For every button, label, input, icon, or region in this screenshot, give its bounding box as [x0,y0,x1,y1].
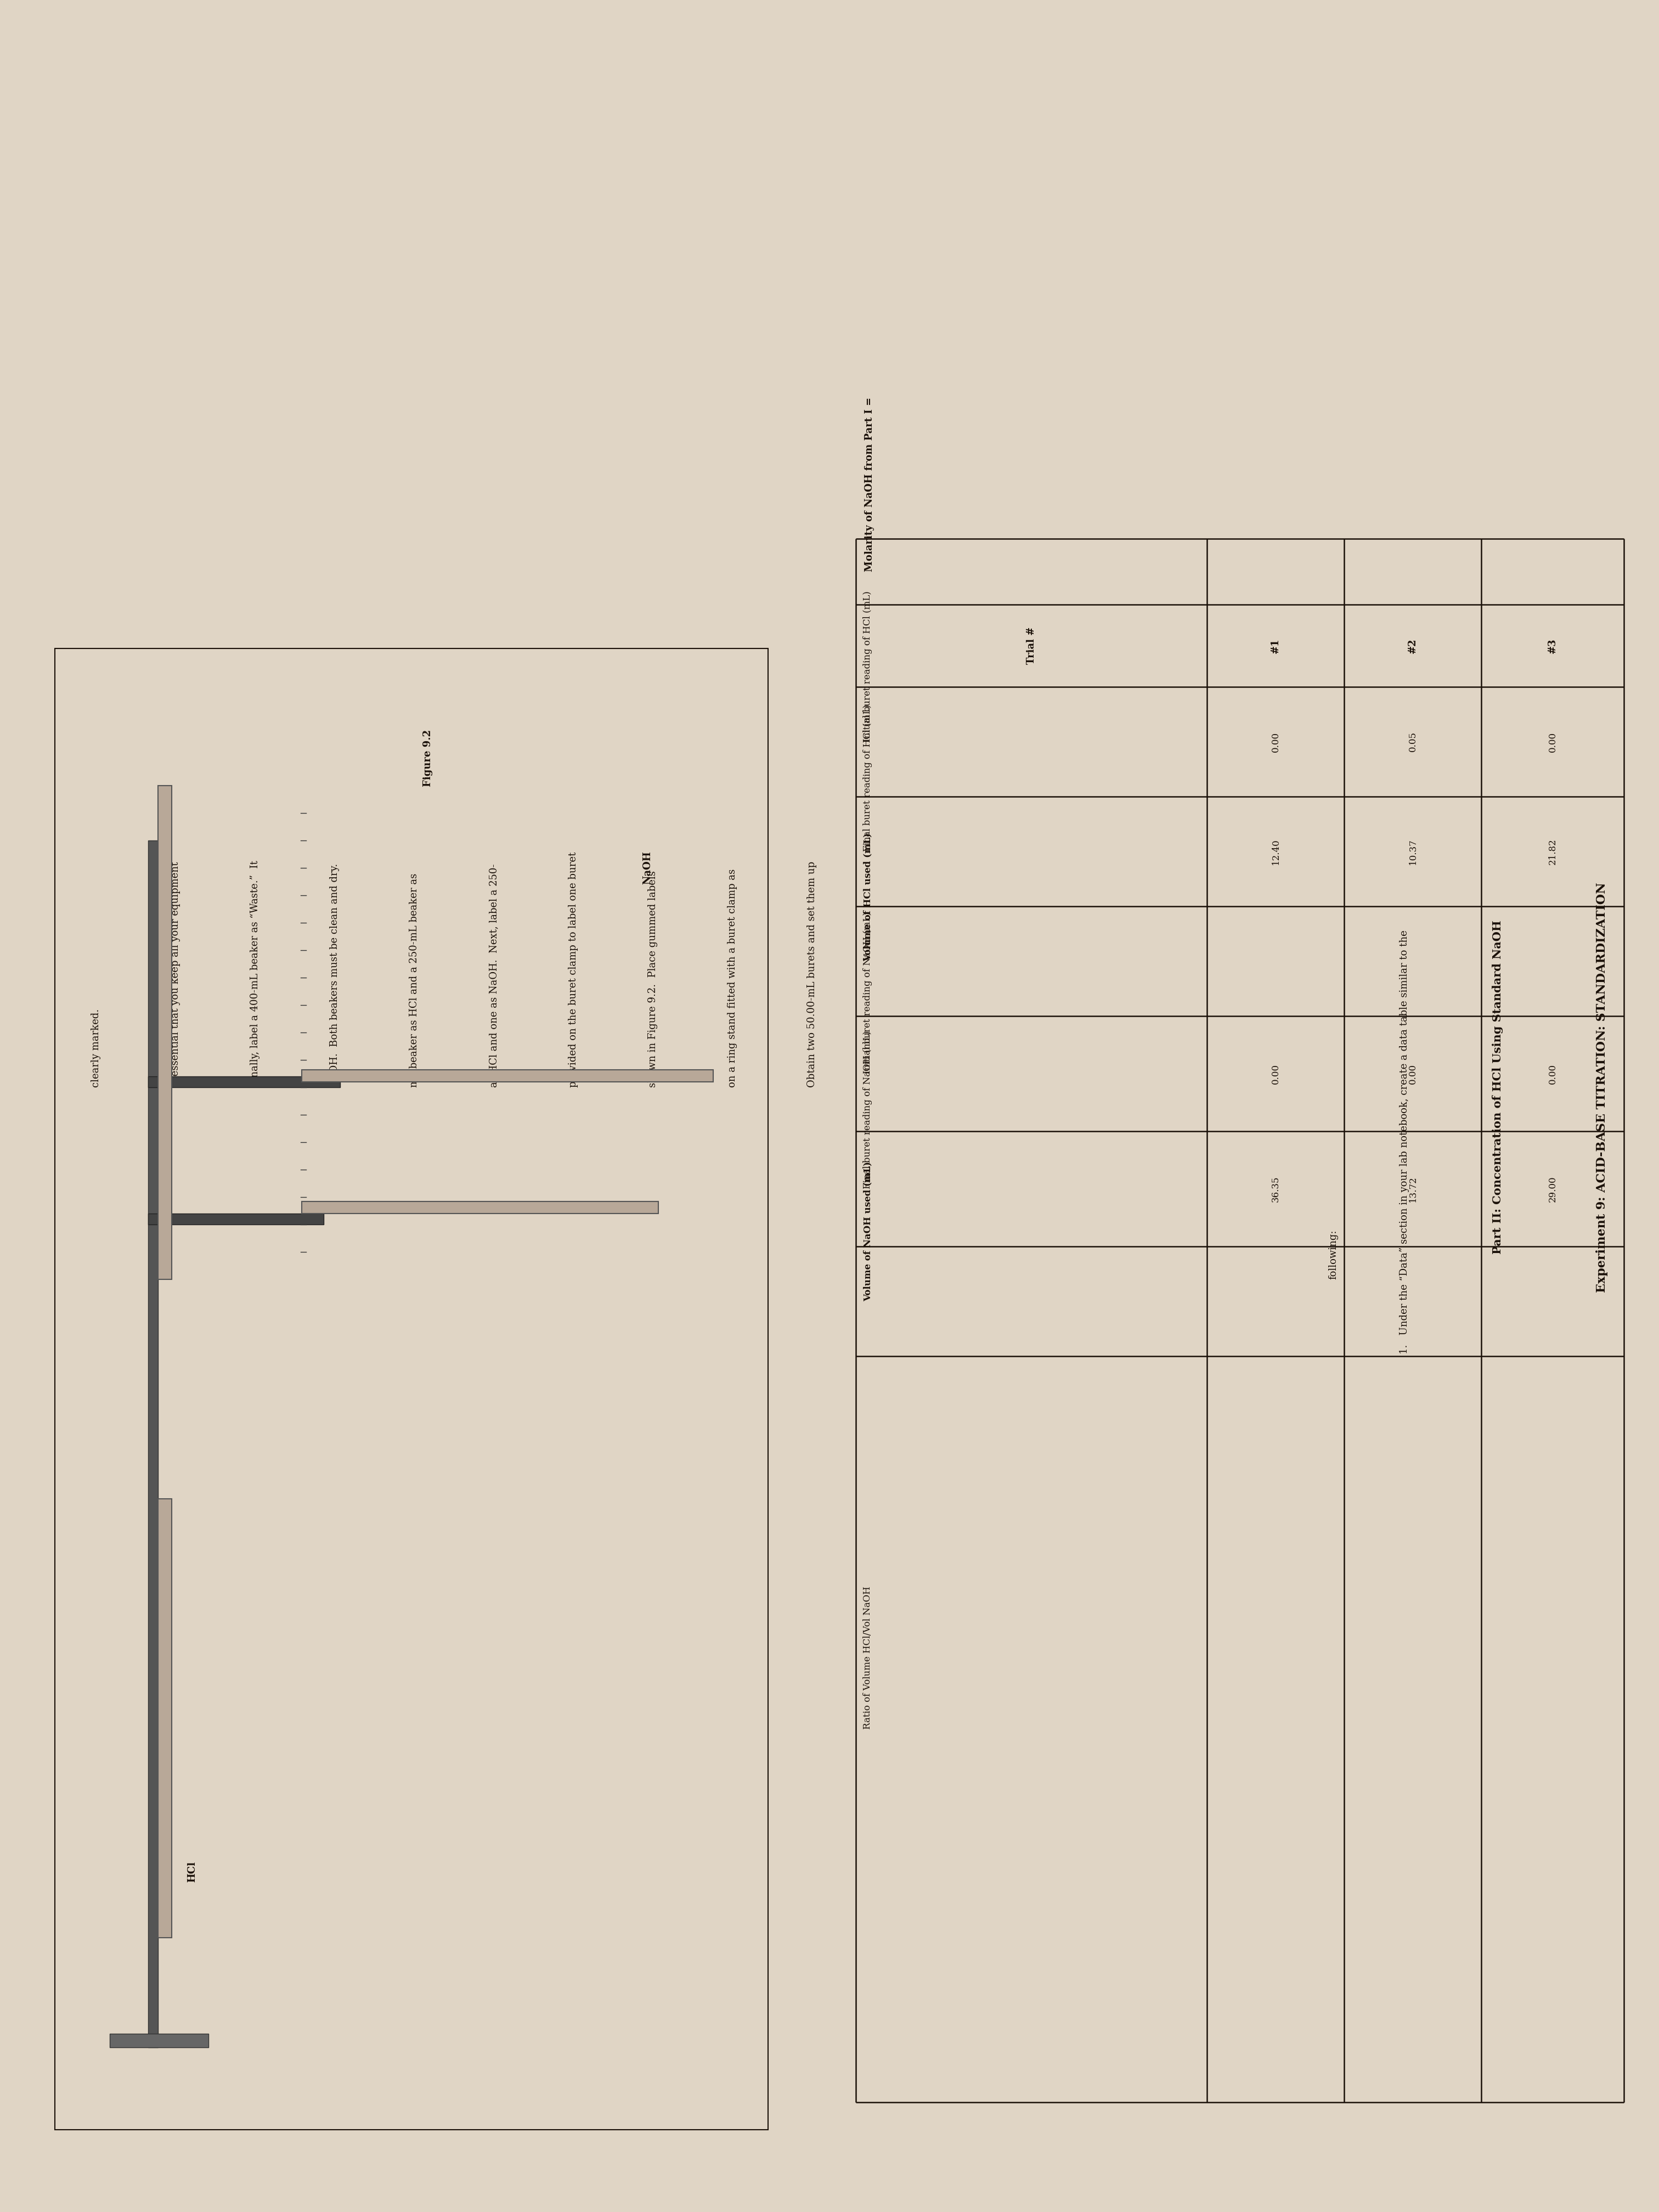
Text: as HCl and one as NaOH.  Next, label a 250-: as HCl and one as NaOH. Next, label a 25… [489,865,499,1088]
Text: #2: #2 [1408,637,1417,653]
Text: Part II: Concentration of HCl Using Standard NaOH: Part II: Concentration of HCl Using Stan… [1491,920,1503,1254]
Text: NaOH: NaOH [642,852,652,885]
Text: Finally, label a 400-mL beaker as “Waste.”  It: Finally, label a 400-mL beaker as “Waste… [251,860,260,1088]
Text: 0.05: 0.05 [1408,732,1417,752]
Bar [158,785,173,1279]
Text: 1.   Under the “Data” section in your lab notebook, create a data table similar : 1. Under the “Data” section in your lab … [1400,931,1410,1354]
Text: #3: #3 [1548,637,1558,653]
Text: 12.40: 12.40 [1271,838,1281,865]
Bar [302,1201,659,1214]
Text: #1: #1 [1271,637,1281,653]
Bar [55,648,768,2130]
Text: provided on the buret clamp to label one buret: provided on the buret clamp to label one… [569,852,579,1088]
Text: Initial buret reading of HCl (mL): Initial buret reading of HCl (mL) [863,591,873,741]
Text: Molarity of NaOH from Part I =: Molarity of NaOH from Part I = [864,398,874,571]
Text: 0.00: 0.00 [1271,1064,1281,1084]
Bar [302,1071,713,1082]
Text: Volume of HCl used (mL): Volume of HCl used (mL) [863,832,873,962]
Bar [148,1214,324,1225]
Text: 36.35: 36.35 [1271,1177,1281,1201]
Text: on a ring stand fitted with a buret clamp as: on a ring stand fitted with a buret clam… [727,869,737,1088]
Text: Final buret reading of HCl (mL): Final buret reading of HCl (mL) [863,703,873,852]
Bar [148,1077,340,1088]
Text: Trial #: Trial # [1027,626,1037,664]
Bar [148,841,158,2048]
Text: following:: following: [1329,1230,1339,1279]
Text: 13.72: 13.72 [1408,1177,1417,1201]
Bar [109,2033,209,2048]
Text: Ratio of Volume HCl/Vol NaOH: Ratio of Volume HCl/Vol NaOH [863,1586,873,1730]
Text: shown in Figure 9.2.  Place gummed labels: shown in Figure 9.2. Place gummed labels [649,872,657,1088]
Text: 0.00: 0.00 [1548,1064,1558,1084]
Text: is essential that you keep all your equipment: is essential that you keep all your equi… [171,863,181,1088]
Text: Experiment 9: ACID-BASE TITRATION: STANDARDIZATION: Experiment 9: ACID-BASE TITRATION: STAND… [1596,883,1608,1292]
Text: NaOH.  Both beakers must be clean and dry.: NaOH. Both beakers must be clean and dry… [330,863,340,1088]
Text: 0.00: 0.00 [1408,1064,1417,1084]
Text: 21.82: 21.82 [1548,838,1558,865]
Text: mL beaker as HCl and a 250-mL beaker as: mL beaker as HCl and a 250-mL beaker as [410,874,420,1088]
Text: clearly marked.: clearly marked. [91,1009,101,1088]
Text: Obtain two 50.00-mL burets and set them up: Obtain two 50.00-mL burets and set them … [806,860,816,1088]
Text: Volume of NaOH used (mL): Volume of NaOH used (mL) [863,1161,873,1301]
Text: 29.00: 29.00 [1548,1177,1558,1201]
Text: 0.00: 0.00 [1271,732,1281,752]
Text: Final buret reading of NaOH (mL): Final buret reading of NaOH (mL) [863,1031,873,1188]
Text: 10.37: 10.37 [1408,838,1417,865]
Text: 0.00: 0.00 [1548,732,1558,752]
Bar [158,1500,173,1938]
Text: Figure 9.2: Figure 9.2 [423,730,433,787]
Text: Initial buret reading of NaOH (mL): Initial buret reading of NaOH (mL) [863,911,873,1073]
Text: HCl: HCl [187,1860,197,1882]
